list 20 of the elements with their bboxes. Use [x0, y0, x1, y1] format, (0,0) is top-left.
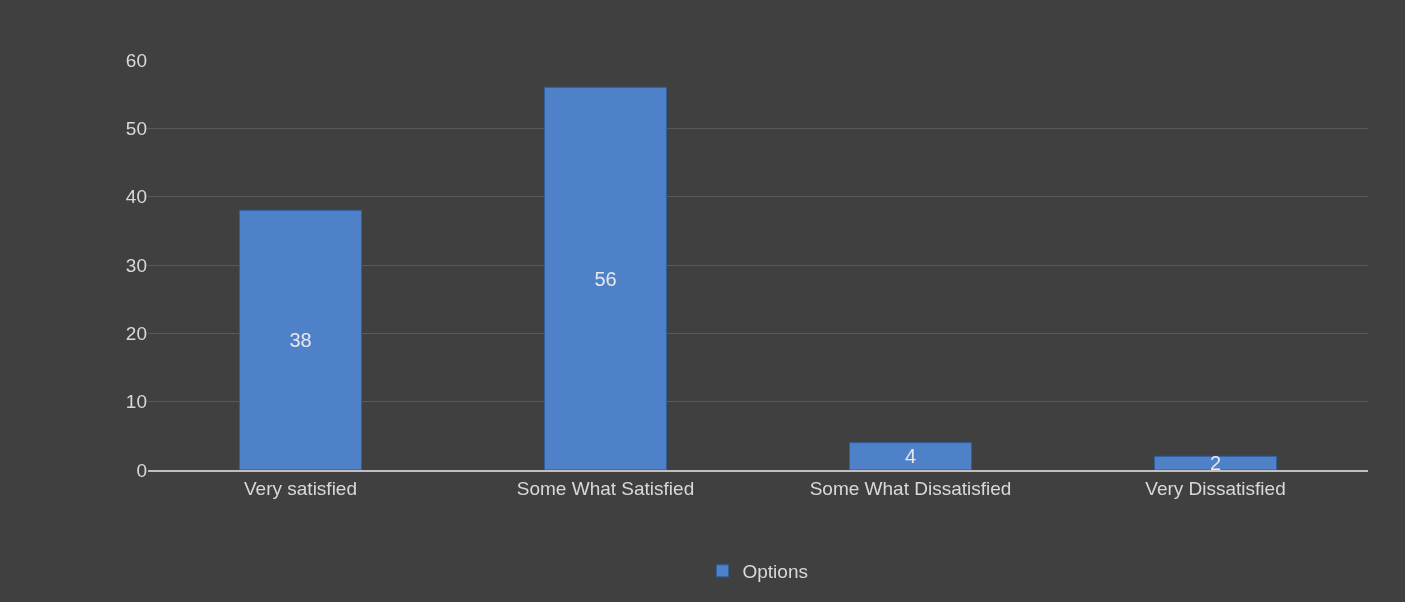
- bar: [544, 86, 667, 470]
- y-tick-label: 60: [125, 49, 147, 71]
- bar: [849, 442, 972, 470]
- x-tick-label: Some What Dissatisfied: [809, 477, 1012, 499]
- y-tick-label: 0: [136, 459, 147, 481]
- x-tick-label: Very Dissatisfied: [1145, 477, 1286, 499]
- data-label: 38: [289, 329, 312, 352]
- x-tick-label: Very satisfied: [244, 477, 357, 499]
- data-label: 56: [594, 267, 617, 290]
- data-label: 2: [1209, 452, 1222, 475]
- bar: [1154, 455, 1277, 470]
- legend-label: Options: [742, 561, 808, 583]
- y-tick-label: 40: [125, 186, 147, 208]
- bar: [239, 209, 362, 470]
- data-label: 4: [904, 445, 917, 468]
- y-tick-label: 20: [125, 322, 147, 344]
- x-tick-label: Some What Satisfied: [516, 477, 695, 499]
- y-tick-label: 30: [125, 254, 147, 276]
- y-tick-label: 10: [125, 391, 147, 413]
- y-tick-label: 50: [125, 117, 147, 139]
